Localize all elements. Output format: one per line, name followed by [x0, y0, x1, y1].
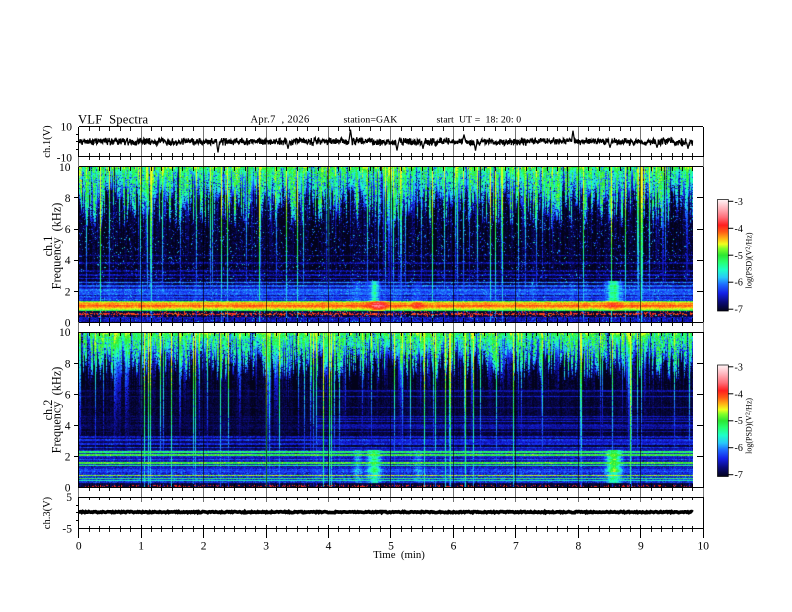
svg-text:-10: -10 — [57, 153, 73, 165]
svg-text:0: 0 — [76, 540, 82, 552]
svg-text:-6: -6 — [735, 443, 743, 454]
svg-text:ch.1(V): ch.1(V) — [42, 125, 53, 158]
svg-text:-7: -7 — [735, 305, 743, 316]
svg-text:0: 0 — [65, 483, 71, 495]
svg-text:3: 3 — [263, 540, 269, 552]
svg-text:1: 1 — [138, 540, 144, 552]
svg-text:-6: -6 — [735, 278, 743, 289]
svg-text:0: 0 — [65, 318, 71, 330]
svg-text:-5: -5 — [735, 251, 743, 262]
svg-text:10: 10 — [698, 540, 710, 552]
svg-text:2: 2 — [201, 540, 207, 552]
svg-text:6: 6 — [451, 540, 457, 552]
svg-text:2: 2 — [65, 452, 71, 464]
svg-text:8: 8 — [65, 358, 71, 370]
svg-text:6: 6 — [65, 224, 71, 236]
svg-text:2: 2 — [65, 286, 71, 298]
svg-text:-4: -4 — [735, 224, 743, 235]
svg-text:log(PSD)(V2/Hz): log(PSD)(V2/Hz) — [745, 232, 754, 288]
svg-text:10: 10 — [59, 327, 71, 339]
svg-text:start UT = 18: 20: 0: start UT = 18: 20: 0 — [437, 114, 522, 125]
svg-text:9: 9 — [638, 540, 644, 552]
svg-text:Time (min): Time (min) — [373, 549, 425, 561]
svg-text:4: 4 — [65, 255, 71, 267]
svg-text:log(PSD)(V2/Hz): log(PSD)(V2/Hz) — [745, 398, 754, 454]
svg-text:Apr.7 , 2026: Apr.7 , 2026 — [251, 114, 310, 125]
svg-text:5: 5 — [66, 492, 72, 504]
svg-text:-4: -4 — [735, 389, 743, 400]
svg-text:-5: -5 — [735, 416, 743, 427]
svg-text:Frequency (kHz): Frequency (kHz) — [50, 203, 64, 290]
svg-text:ch.2: ch.2 — [41, 400, 55, 421]
svg-text:5: 5 — [388, 540, 394, 552]
svg-text:6: 6 — [65, 389, 71, 401]
svg-text:ch.1: ch.1 — [41, 236, 55, 257]
svg-text:4: 4 — [65, 420, 71, 432]
svg-text:10: 10 — [59, 162, 71, 174]
svg-text:Frequency (kHz): Frequency (kHz) — [50, 367, 64, 454]
svg-text:-3: -3 — [735, 197, 743, 208]
svg-text:-5: -5 — [62, 524, 72, 536]
svg-text:VLF Spectra: VLF Spectra — [78, 113, 148, 127]
svg-text:10: 10 — [61, 122, 73, 134]
svg-text:4: 4 — [326, 540, 332, 552]
svg-text:8: 8 — [576, 540, 582, 552]
svg-text:station=GAK: station=GAK — [344, 114, 398, 125]
svg-text:7: 7 — [513, 540, 519, 552]
svg-text:-3: -3 — [735, 362, 743, 373]
svg-text:ch.3(V): ch.3(V) — [42, 496, 53, 529]
svg-text:8: 8 — [65, 193, 71, 205]
svg-text:-7: -7 — [735, 470, 743, 481]
